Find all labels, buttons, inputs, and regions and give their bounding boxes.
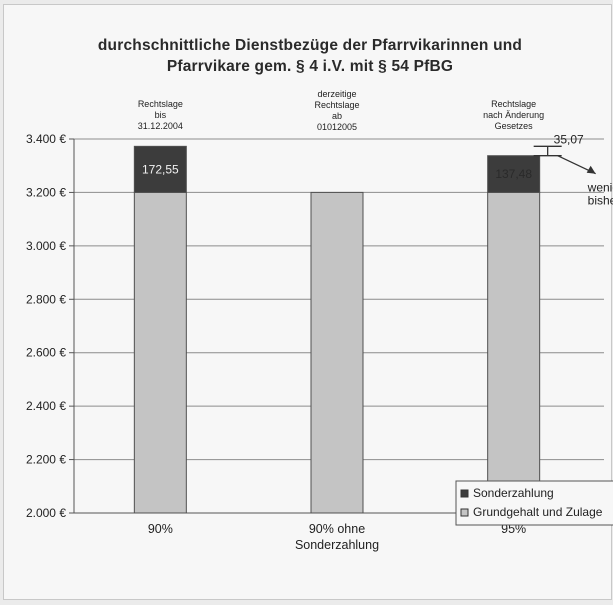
data-label: 137,48 <box>495 167 532 181</box>
bar-note: Rechtslage <box>314 100 359 110</box>
bar-note: 01012005 <box>317 122 357 132</box>
chart-frame: durchschnittliche Dienstbezüge der Pfarr… <box>3 4 613 600</box>
y-tick-label: 2.600 € <box>26 346 66 360</box>
legend-label: Sonderzahlung <box>473 486 554 500</box>
bar-sonderzahlung <box>487 155 541 193</box>
bar-grundgehalt-und-zulage <box>487 191 541 514</box>
x-category-label: 90% ohne <box>309 522 365 536</box>
bar-note: nach Änderung <box>483 110 544 120</box>
annotation-value: 35,07 <box>554 132 584 146</box>
x-category-label: Sonderzahlung <box>295 538 379 552</box>
legend-box <box>455 480 613 526</box>
chart-svg: durchschnittliche Dienstbezüge der Pfarr… <box>26 37 613 552</box>
data-label: 172,55 <box>142 162 179 176</box>
y-tick-label: 2.000 € <box>26 506 66 520</box>
y-tick-label: 3.000 € <box>26 239 66 253</box>
bar-note: derzeitige <box>317 89 356 99</box>
bar-note: Rechtslage <box>491 99 536 109</box>
plot-area: 2.000 € 2.200 € 2.400 € 2.600 € 2.800 € 3.000… <box>26 89 613 552</box>
bar-grundgehalt-und-zulage <box>310 191 364 514</box>
x-category-label: 90% <box>148 522 173 536</box>
chart-title-line-2: Pfarrvikare gem. § 4 i.V. mit § 54 PfBG <box>167 58 453 75</box>
y-tick-label: 3.400 € <box>26 132 66 146</box>
y-tick-label: 3.200 € <box>26 185 66 199</box>
legend-label: Grundgehalt und Zulage <box>473 505 603 519</box>
bar-note: ab <box>332 111 342 121</box>
bar-note: Gesetzes <box>495 121 534 131</box>
bar-note: Rechtslage <box>138 99 183 109</box>
annotation-text: weniger als <box>587 181 613 195</box>
y-tick-label: 2.800 € <box>26 292 66 306</box>
legend-swatch <box>460 489 469 498</box>
bar-grundgehalt-und-zulage <box>133 191 187 514</box>
legend-swatch <box>460 508 469 517</box>
chart-title-line-1: durchschnittliche Dienstbezüge der Pfarr… <box>98 37 522 54</box>
bar-note: 31.12.2004 <box>138 121 183 131</box>
y-tick-label: 2.200 € <box>26 453 66 467</box>
bar-note: bis <box>155 110 167 120</box>
annotation-text: bisher <box>588 194 613 208</box>
y-tick-label: 2.400 € <box>26 399 66 413</box>
arrow-head <box>586 165 596 174</box>
bar-sonderzahlung <box>133 145 187 193</box>
